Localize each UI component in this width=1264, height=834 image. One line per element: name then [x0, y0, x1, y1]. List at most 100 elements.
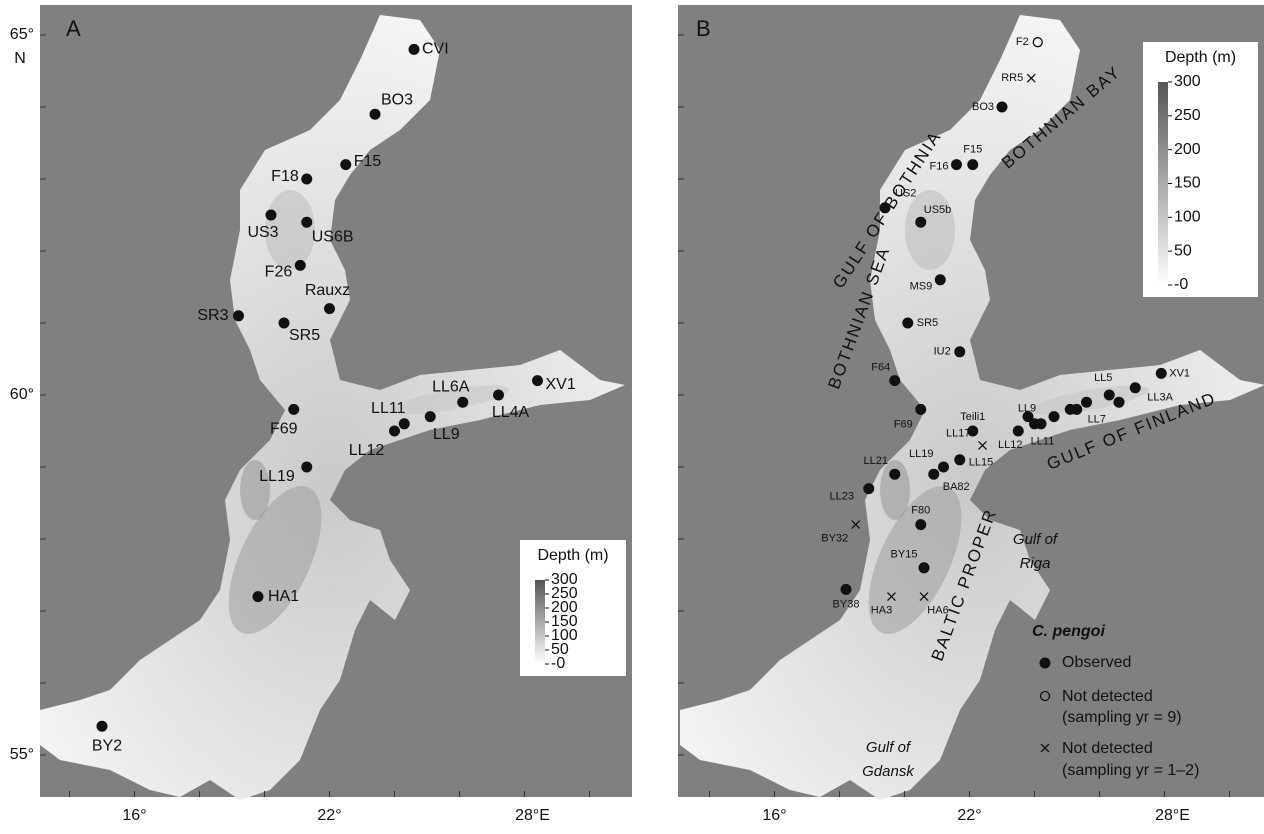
station-label: BY32: [821, 533, 848, 545]
station-marker: [1071, 404, 1082, 415]
station-marker: [409, 44, 420, 55]
legend-label: Not detected: [1062, 688, 1153, 705]
color-bar: [535, 580, 545, 664]
station-marker: [266, 210, 277, 221]
station-label: Teili1: [960, 411, 985, 423]
station-label: F26: [265, 264, 293, 281]
station-marker: [928, 469, 939, 480]
station-marker: [951, 159, 962, 170]
station-marker: [880, 202, 891, 213]
legend-label: (sampling yr = 1–2): [1062, 762, 1199, 779]
station-marker: [301, 217, 312, 228]
station-label: F2: [1016, 36, 1029, 48]
station-label: F15: [963, 144, 982, 156]
y-axis-label: 55°: [10, 746, 34, 763]
station-marker: [288, 404, 299, 415]
station-marker: [1104, 390, 1115, 401]
station-marker: [954, 346, 965, 357]
station-label: LL12: [349, 442, 385, 459]
color-bar-label: 200: [1174, 141, 1201, 158]
station-label: HA6: [927, 605, 948, 617]
y-axis-label: 60°: [10, 386, 34, 403]
station-label: F80: [911, 505, 930, 517]
station-label: BO3: [972, 101, 994, 113]
station-label: SR3: [197, 307, 228, 324]
station-label: BO3: [381, 91, 413, 108]
station-marker: [532, 375, 543, 386]
station-marker: [1013, 426, 1024, 437]
station-marker: [324, 303, 335, 314]
station-marker: [1036, 418, 1047, 429]
station-marker: [902, 318, 913, 329]
station-label: LL6A: [432, 378, 470, 395]
station-label: XV1: [1169, 367, 1190, 379]
station-marker: [301, 462, 312, 473]
panel-letter: A: [66, 16, 81, 41]
station-marker: [841, 584, 852, 595]
station-label: LL4A: [492, 404, 530, 421]
color-bar-label: 300: [1174, 73, 1201, 90]
station-label: LL11: [371, 400, 406, 417]
station-marker: [938, 462, 949, 473]
x-axis-label: 22°: [957, 807, 981, 824]
station-marker: [493, 390, 504, 401]
station-label: BY2: [92, 737, 122, 754]
legend-title: Depth (m): [1165, 49, 1236, 66]
x-axis-label: 22°: [317, 807, 341, 824]
station-label: LL21: [864, 455, 888, 467]
station-marker: [889, 375, 900, 386]
station-label: BY15: [891, 549, 918, 561]
station-label: US5b: [924, 204, 952, 216]
station-label: F16: [930, 161, 949, 173]
y-axis-unit: N: [14, 50, 26, 67]
station-marker: [370, 109, 381, 120]
station-marker: [233, 310, 244, 321]
station-marker: [1156, 368, 1167, 379]
station-label: LL19: [259, 468, 295, 485]
station-label: LL15: [969, 457, 993, 469]
station-label: LL12: [998, 439, 1022, 451]
station-marker: [1049, 411, 1060, 422]
station-marker: [279, 318, 290, 329]
station-label: RR5: [1001, 72, 1023, 84]
station-marker: [295, 260, 306, 271]
station-label: LL19: [909, 448, 933, 460]
x-axis-label: 28°E: [1155, 807, 1190, 824]
region-label: Gdansk: [862, 763, 915, 780]
station-label: HA1: [268, 588, 299, 605]
station-label: LL5: [1094, 372, 1112, 384]
x-axis-label: 16°: [762, 807, 786, 824]
station-label: XV1: [546, 376, 576, 393]
x-axis-label: 28°E: [515, 807, 550, 824]
station-marker: [389, 426, 400, 437]
station-label: F15: [354, 153, 382, 170]
station-label: LL11: [1031, 436, 1055, 448]
color-bar-label: 150: [1174, 175, 1201, 192]
station-marker: [1114, 397, 1125, 408]
depth-legend: Depth (m)30025020015010050-0: [1143, 42, 1258, 297]
station-marker: [340, 159, 351, 170]
station-marker: [97, 721, 108, 732]
station-label: SR5: [289, 327, 320, 344]
station-label: US2: [895, 188, 916, 200]
station-marker: [253, 591, 264, 602]
station-label: US6B: [312, 228, 354, 245]
legend-symbol: [1040, 658, 1051, 669]
station-label: CVI: [422, 41, 449, 58]
station-label: BY38: [833, 598, 860, 610]
station-marker: [954, 454, 965, 465]
station-marker: [457, 397, 468, 408]
legend-title: Depth (m): [537, 547, 608, 564]
station-label: LL9: [433, 426, 460, 443]
station-marker: [935, 274, 946, 285]
color-bar: [1158, 82, 1168, 285]
station-marker: [919, 562, 930, 573]
station-label: LL3A: [1147, 392, 1173, 404]
station-label: F69: [894, 418, 913, 430]
color-bar-label: -0: [1174, 276, 1188, 293]
legend-label: (sampling yr = 9): [1062, 709, 1182, 726]
station-marker: [863, 483, 874, 494]
color-bar-label: 50: [1174, 242, 1192, 259]
region-label: Gulf of: [1013, 531, 1059, 548]
